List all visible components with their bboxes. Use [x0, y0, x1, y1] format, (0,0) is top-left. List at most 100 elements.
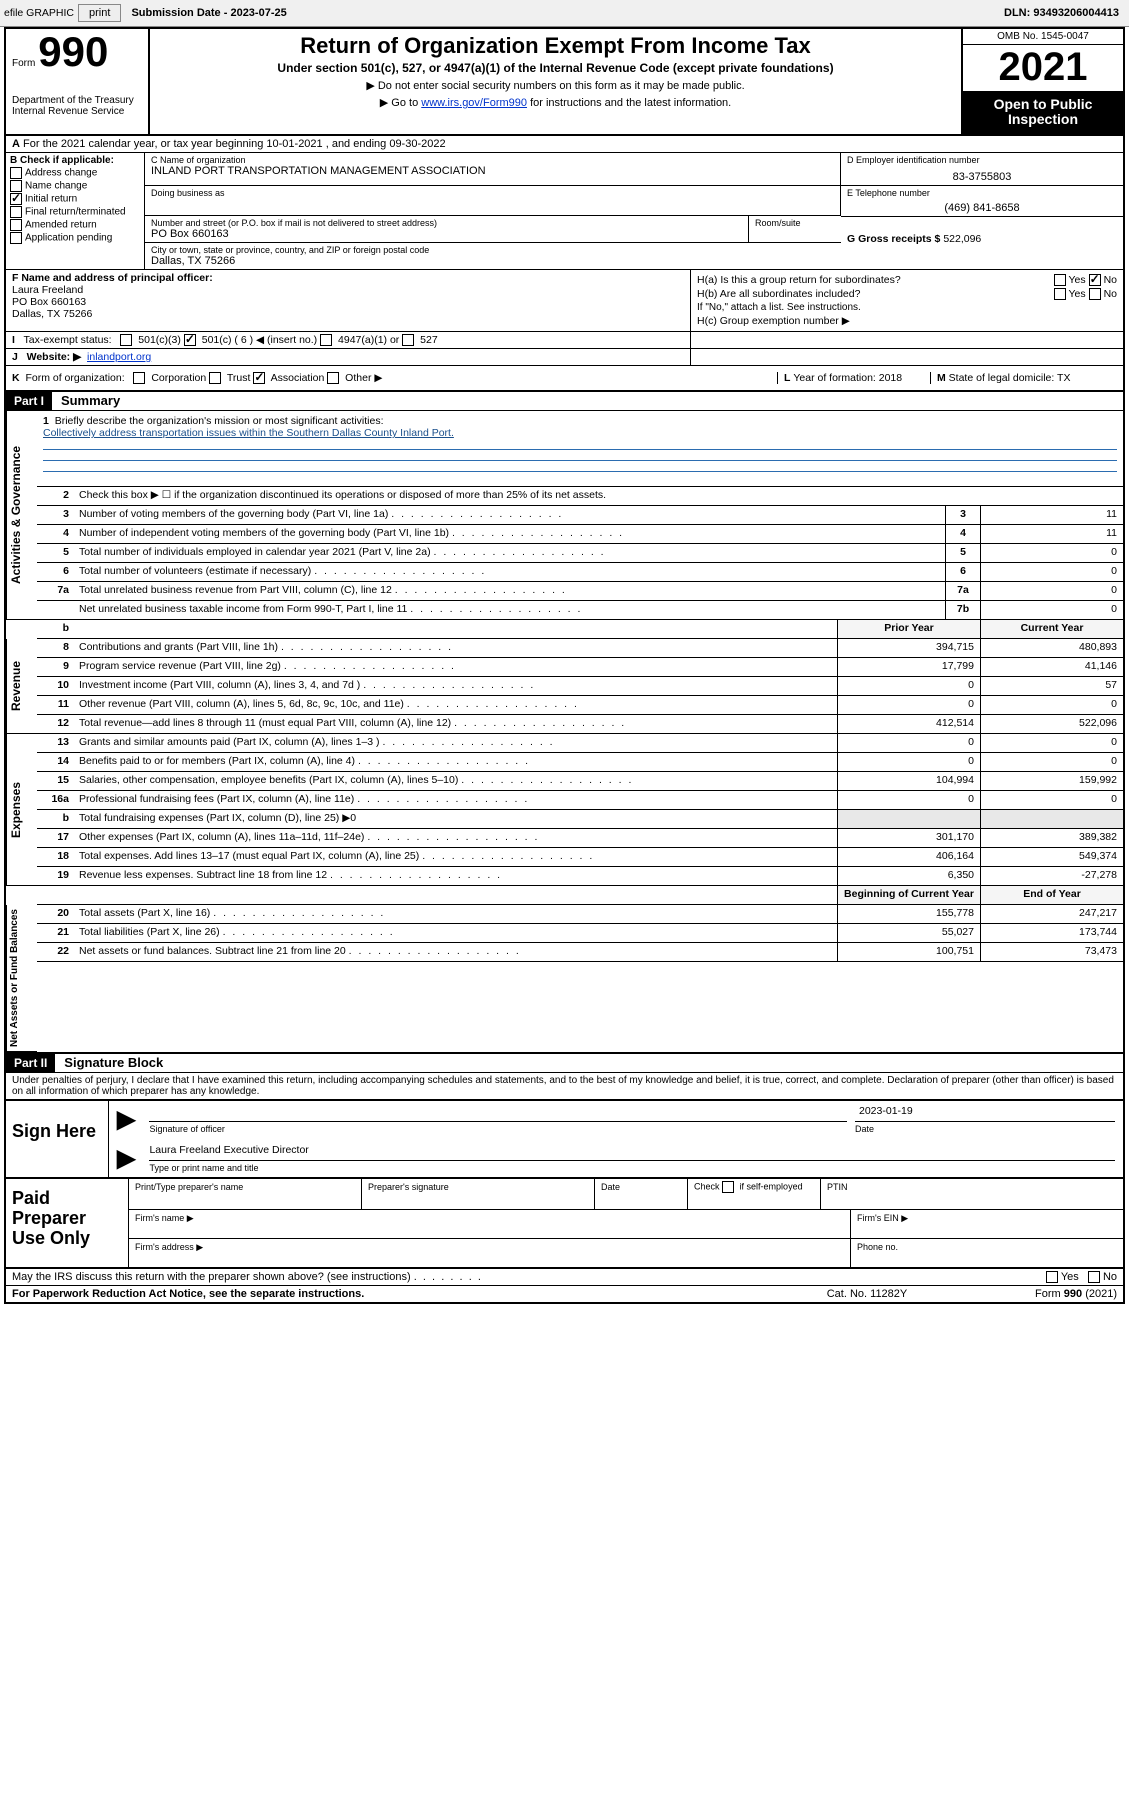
row-i-letter: I	[12, 334, 15, 346]
omb-number: OMB No. 1545-0047	[963, 29, 1123, 45]
colb-item[interactable]: Name change	[10, 180, 140, 192]
colb-item[interactable]: Amended return	[10, 219, 140, 231]
line-num: 11	[37, 696, 75, 714]
current-value: 549,374	[980, 848, 1123, 866]
line-desc: Other revenue (Part VIII, column (A), li…	[75, 696, 837, 714]
prior-value: 0	[837, 677, 980, 695]
summary-line: 2Check this box ▶ ☐ if the organization …	[37, 487, 1123, 506]
line-desc: Other expenses (Part IX, column (A), lin…	[75, 829, 837, 847]
form-number: 990	[38, 28, 108, 75]
addr-label: Number and street (or P.O. box if mail i…	[151, 218, 742, 228]
line-desc: Total unrelated business revenue from Pa…	[75, 582, 945, 600]
sign-block: Sign Here ▶ Signature of officer 2023-01…	[6, 1099, 1123, 1177]
summary-line: 3Number of voting members of the governi…	[37, 506, 1123, 525]
ein-value: 83-3755803	[847, 171, 1117, 183]
tax-status-checkbox[interactable]	[320, 334, 332, 346]
line-num: 22	[37, 943, 75, 961]
pp-h1: Print/Type preparer's name	[135, 1182, 243, 1192]
pp-h5: PTIN	[827, 1182, 848, 1192]
hb-no: No	[1104, 288, 1117, 300]
summary-line: 5Total number of individuals employed in…	[37, 544, 1123, 563]
dln-label: DLN: 93493206004413	[1004, 7, 1125, 19]
side-label-net: Net Assets or Fund Balances	[6, 905, 37, 1052]
colb-item[interactable]: Initial return	[10, 193, 140, 205]
print-button[interactable]: print	[78, 4, 121, 22]
row-a-label: A	[12, 138, 20, 150]
signature-slot[interactable]	[149, 1105, 847, 1122]
city-value: Dallas, TX 75266	[151, 255, 835, 267]
head2-current: End of Year	[980, 886, 1123, 904]
row-i-text: Tax-exempt status:	[23, 334, 111, 346]
line-desc: Total number of individuals employed in …	[75, 544, 945, 562]
current-value: 389,382	[980, 829, 1123, 847]
colb-checkbox[interactable]	[10, 167, 22, 179]
h-b-note: If "No," attach a list. See instructions…	[697, 302, 1117, 313]
hb-yes-checkbox[interactable]	[1054, 288, 1066, 300]
discuss-no-checkbox[interactable]	[1088, 1271, 1100, 1283]
side-label-gov: Activities & Governance	[6, 411, 37, 620]
colb-checkbox[interactable]	[10, 219, 22, 231]
pp-h4-pre: Check	[694, 1182, 720, 1192]
irs-link[interactable]: www.irs.gov/Form990	[421, 97, 527, 109]
colb-item[interactable]: Application pending	[10, 232, 140, 244]
officer-name: Laura Freeland	[12, 284, 684, 296]
form-org-checkbox[interactable]	[209, 372, 221, 384]
row-a: A For the 2021 calendar year, or tax yea…	[6, 136, 1123, 153]
form-org-option: Other ▶	[342, 372, 382, 384]
tax-status-checkbox[interactable]	[120, 334, 132, 346]
summary-line: bTotal fundraising expenses (Part IX, co…	[37, 810, 1123, 829]
line-box: 4	[945, 525, 980, 543]
self-employed-checkbox[interactable]	[722, 1181, 734, 1193]
line-desc: Total liabilities (Part X, line 26)	[75, 924, 837, 942]
ha-yes-checkbox[interactable]	[1054, 274, 1066, 286]
box-c-name: C Name of organization INLAND PORT TRANS…	[145, 153, 841, 186]
form-990-container: Form 990 Department of the Treasury Inte…	[4, 27, 1125, 1304]
line-num	[37, 601, 75, 619]
box-d: D Employer identification number 83-3755…	[841, 153, 1123, 186]
current-value: 159,992	[980, 772, 1123, 790]
summary-line: 19Revenue less expenses. Subtract line 1…	[37, 867, 1123, 886]
line-num: 14	[37, 753, 75, 771]
summary-line: 10Investment income (Part VIII, column (…	[37, 677, 1123, 696]
side-label-exp: Expenses	[6, 734, 37, 886]
hb-no-checkbox[interactable]	[1089, 288, 1101, 300]
discuss-yes: Yes	[1061, 1271, 1079, 1283]
current-value: 0	[980, 734, 1123, 752]
form-org-checkbox[interactable]	[133, 372, 145, 384]
line-num: 2	[37, 487, 75, 505]
summary-line: 22Net assets or fund balances. Subtract …	[37, 943, 1123, 962]
mission-block: 1 Briefly describe the organization's mi…	[37, 411, 1123, 487]
website-link[interactable]: inlandport.org	[87, 351, 151, 363]
prior-value: 301,170	[837, 829, 980, 847]
ha-no-checkbox[interactable]	[1089, 274, 1101, 286]
mission-num: 1	[43, 415, 49, 427]
colb-item[interactable]: Address change	[10, 167, 140, 179]
summary-line: 7aTotal unrelated business revenue from …	[37, 582, 1123, 601]
line-num: 18	[37, 848, 75, 866]
prior-value: 0	[837, 791, 980, 809]
tax-status-checkbox[interactable]	[184, 334, 196, 346]
line-desc: Net unrelated business taxable income fr…	[75, 601, 945, 619]
hb-yes: Yes	[1069, 288, 1086, 300]
form-org-checkbox[interactable]	[327, 372, 339, 384]
part1-title: Summary	[55, 391, 126, 410]
pp-h2: Preparer's signature	[368, 1182, 449, 1192]
part2-title: Signature Block	[58, 1053, 169, 1072]
h-b-label: H(b) Are all subordinates included?	[697, 288, 860, 300]
prior-value: 17,799	[837, 658, 980, 676]
tax-status-checkbox[interactable]	[402, 334, 414, 346]
side-label-rev: Revenue	[6, 639, 37, 734]
colb-checkbox[interactable]	[10, 193, 22, 205]
line-desc: Salaries, other compensation, employee b…	[75, 772, 837, 790]
form-org-checkbox[interactable]	[253, 372, 265, 384]
header-right: OMB No. 1545-0047 2021 Open to Public In…	[961, 29, 1123, 134]
caret-icon: ▶	[117, 1105, 135, 1134]
line-num: 13	[37, 734, 75, 752]
colb-checkbox[interactable]	[10, 206, 22, 218]
colb-checkbox[interactable]	[10, 232, 22, 244]
summary-line: 14Benefits paid to or for members (Part …	[37, 753, 1123, 772]
line-desc: Professional fundraising fees (Part IX, …	[75, 791, 837, 809]
discuss-yes-checkbox[interactable]	[1046, 1271, 1058, 1283]
colb-item[interactable]: Final return/terminated	[10, 206, 140, 218]
col-c: C Name of organization INLAND PORT TRANS…	[145, 153, 1123, 269]
